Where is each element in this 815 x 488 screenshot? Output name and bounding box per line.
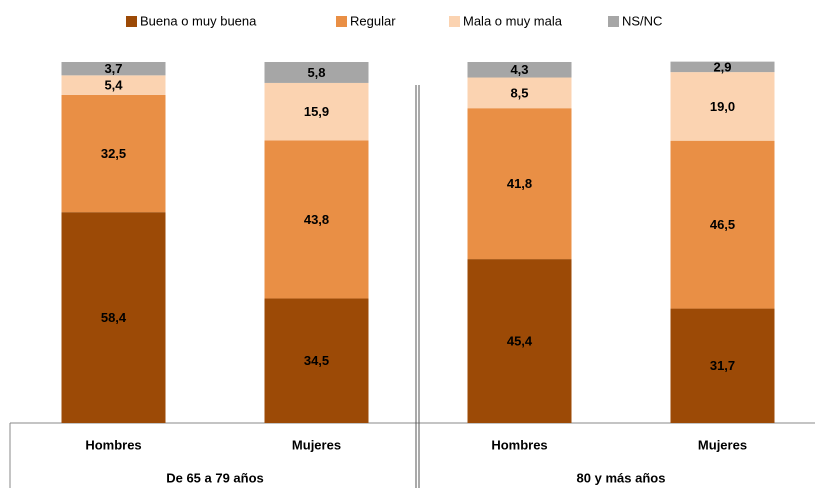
group-label: De 65 a 79 años	[166, 470, 264, 485]
bar-segment	[264, 140, 369, 299]
legend-label: NS/NC	[622, 13, 662, 28]
data-label: 8,5	[510, 85, 528, 100]
legend-swatch	[608, 16, 619, 27]
legend-label: Buena o muy buena	[140, 13, 257, 28]
data-label: 31,7	[710, 358, 735, 373]
legend-label: Mala o muy mala	[463, 13, 563, 28]
bar-segment	[61, 94, 166, 213]
data-label: 4,3	[510, 62, 528, 77]
data-label: 43,8	[304, 212, 329, 227]
x-tick-label: Mujeres	[698, 437, 747, 452]
data-label: 58,4	[101, 310, 127, 325]
x-tick-label: Mujeres	[292, 437, 341, 452]
bar-segment	[670, 308, 775, 423]
data-label: 34,5	[304, 353, 329, 368]
bar-segment	[61, 62, 166, 76]
data-label: 19,0	[710, 99, 735, 114]
data-label: 3,7	[104, 61, 122, 76]
bar-segment	[264, 62, 369, 83]
data-label: 5,8	[307, 65, 325, 80]
bar-segment	[61, 75, 166, 95]
bar-segment	[670, 61, 775, 73]
data-label: 45,4	[507, 333, 533, 348]
data-label: 41,8	[507, 176, 532, 191]
data-label: 15,9	[304, 104, 329, 119]
bar-segment	[264, 82, 369, 141]
legend-swatch	[449, 16, 460, 27]
data-label: 32,5	[101, 146, 126, 161]
bar-segment	[670, 140, 775, 309]
bar-segment	[467, 62, 572, 78]
bar-segment	[61, 212, 166, 423]
bar-segment	[264, 298, 369, 423]
legend-swatch	[126, 16, 137, 27]
bar-segment	[670, 72, 775, 141]
x-tick-label: Hombres	[85, 437, 141, 452]
legend-swatch	[336, 16, 347, 27]
bar-segment	[467, 108, 572, 260]
data-label: 2,9	[713, 59, 731, 74]
x-tick-label: Hombres	[491, 437, 547, 452]
bar-segment	[467, 77, 572, 109]
bar-segment	[467, 259, 572, 423]
data-label: 5,4	[104, 78, 123, 93]
data-label: 46,5	[710, 217, 735, 232]
legend-label: Regular	[350, 13, 396, 28]
group-label: 80 y más años	[577, 470, 666, 485]
